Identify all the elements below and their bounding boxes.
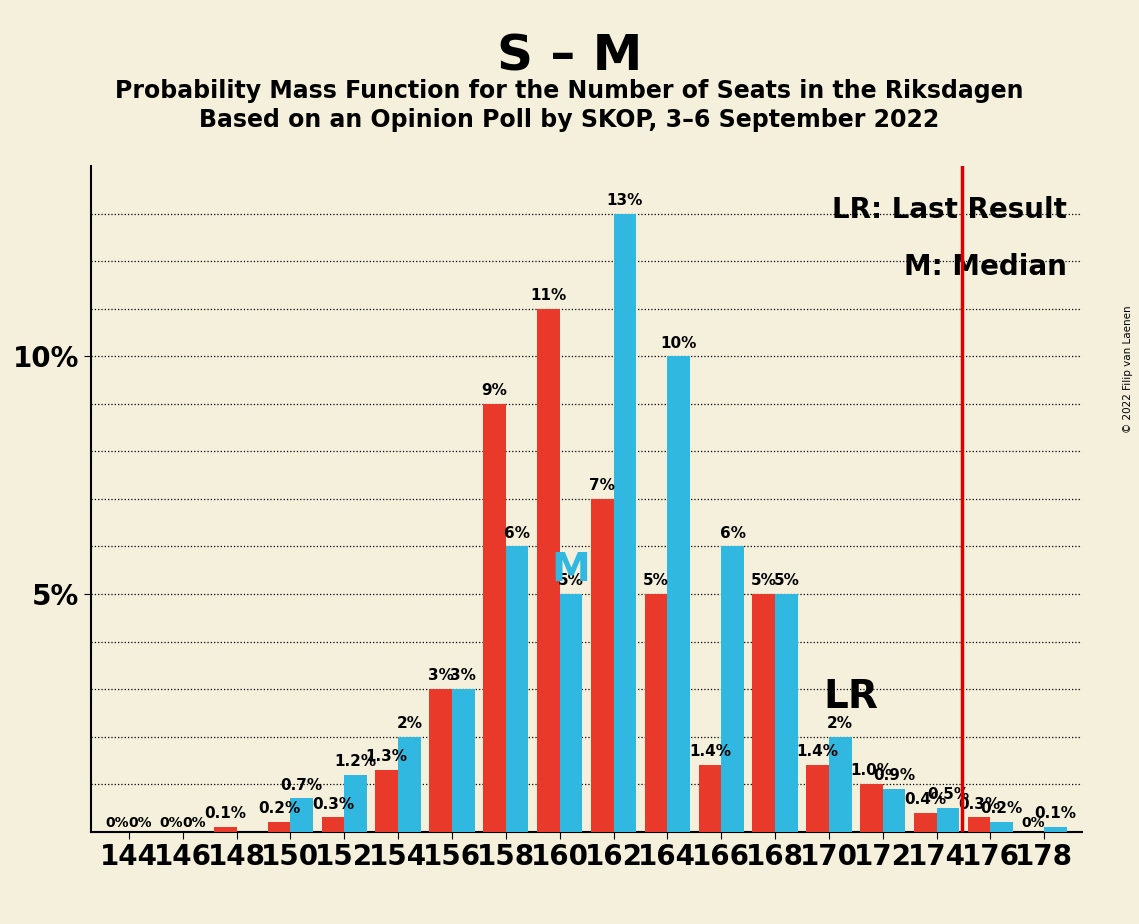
Text: 3%: 3% xyxy=(450,668,476,684)
Text: 1.4%: 1.4% xyxy=(796,745,838,760)
Text: 0.2%: 0.2% xyxy=(981,801,1023,817)
Bar xyxy=(483,404,506,832)
Bar xyxy=(376,770,399,832)
Text: 0%: 0% xyxy=(159,816,183,830)
Text: 0.2%: 0.2% xyxy=(257,801,301,817)
Bar xyxy=(721,546,744,832)
Text: 1.4%: 1.4% xyxy=(689,745,731,760)
Bar xyxy=(936,808,959,832)
Bar xyxy=(968,818,991,832)
Bar xyxy=(399,736,420,832)
Text: M: M xyxy=(551,552,590,590)
Text: 0.9%: 0.9% xyxy=(872,768,915,784)
Text: 0.7%: 0.7% xyxy=(280,778,322,793)
Text: M: Median: M: Median xyxy=(904,253,1067,281)
Text: © 2022 Filip van Laenen: © 2022 Filip van Laenen xyxy=(1123,306,1133,433)
Text: 6%: 6% xyxy=(720,526,746,541)
Text: 0.5%: 0.5% xyxy=(927,787,969,802)
Text: LR: LR xyxy=(823,678,878,716)
Text: 0.4%: 0.4% xyxy=(904,792,947,807)
Bar xyxy=(667,357,690,832)
Bar xyxy=(991,822,1013,832)
Text: 0%: 0% xyxy=(1022,816,1044,830)
Bar xyxy=(645,594,667,832)
Text: 3%: 3% xyxy=(428,668,453,684)
Text: 1.2%: 1.2% xyxy=(335,754,377,769)
Text: S – M: S – M xyxy=(497,32,642,80)
Bar xyxy=(806,765,829,832)
Text: 0.1%: 0.1% xyxy=(1034,806,1076,821)
Text: 0%: 0% xyxy=(129,816,151,830)
Bar xyxy=(290,798,313,832)
Bar xyxy=(913,812,936,832)
Text: 1.0%: 1.0% xyxy=(851,763,893,778)
Text: 0.3%: 0.3% xyxy=(958,796,1000,811)
Text: LR: Last Result: LR: Last Result xyxy=(833,196,1067,225)
Text: Probability Mass Function for the Number of Seats in the Riksdagen: Probability Mass Function for the Number… xyxy=(115,79,1024,103)
Text: 5%: 5% xyxy=(773,573,800,589)
Bar xyxy=(506,546,528,832)
Bar xyxy=(429,689,452,832)
Text: 10%: 10% xyxy=(661,335,697,351)
Text: 5%: 5% xyxy=(751,573,777,589)
Bar xyxy=(344,774,367,832)
Text: 0.3%: 0.3% xyxy=(312,796,354,811)
Bar xyxy=(559,594,582,832)
Bar xyxy=(775,594,797,832)
Bar xyxy=(698,765,721,832)
Bar xyxy=(452,689,475,832)
Bar xyxy=(860,784,883,832)
Bar xyxy=(214,827,237,832)
Bar xyxy=(268,822,290,832)
Text: 0%: 0% xyxy=(106,816,130,830)
Text: Based on an Opinion Poll by SKOP, 3–6 September 2022: Based on an Opinion Poll by SKOP, 3–6 Se… xyxy=(199,108,940,132)
Text: 5%: 5% xyxy=(644,573,669,589)
Text: 13%: 13% xyxy=(607,193,644,208)
Text: 11%: 11% xyxy=(531,288,566,303)
Text: 0.1%: 0.1% xyxy=(204,806,246,821)
Bar xyxy=(883,789,906,832)
Text: 5%: 5% xyxy=(558,573,584,589)
Text: 6%: 6% xyxy=(505,526,530,541)
Text: 9%: 9% xyxy=(482,383,508,398)
Text: 1.3%: 1.3% xyxy=(366,749,408,764)
Bar xyxy=(591,499,614,832)
Text: 7%: 7% xyxy=(589,479,615,493)
Text: 2%: 2% xyxy=(396,716,423,731)
Bar xyxy=(321,818,344,832)
Text: 0%: 0% xyxy=(182,816,206,830)
Bar xyxy=(1044,827,1067,832)
Bar xyxy=(753,594,775,832)
Text: 2%: 2% xyxy=(827,716,853,731)
Bar xyxy=(829,736,852,832)
Bar xyxy=(538,309,559,832)
Bar xyxy=(614,213,637,832)
